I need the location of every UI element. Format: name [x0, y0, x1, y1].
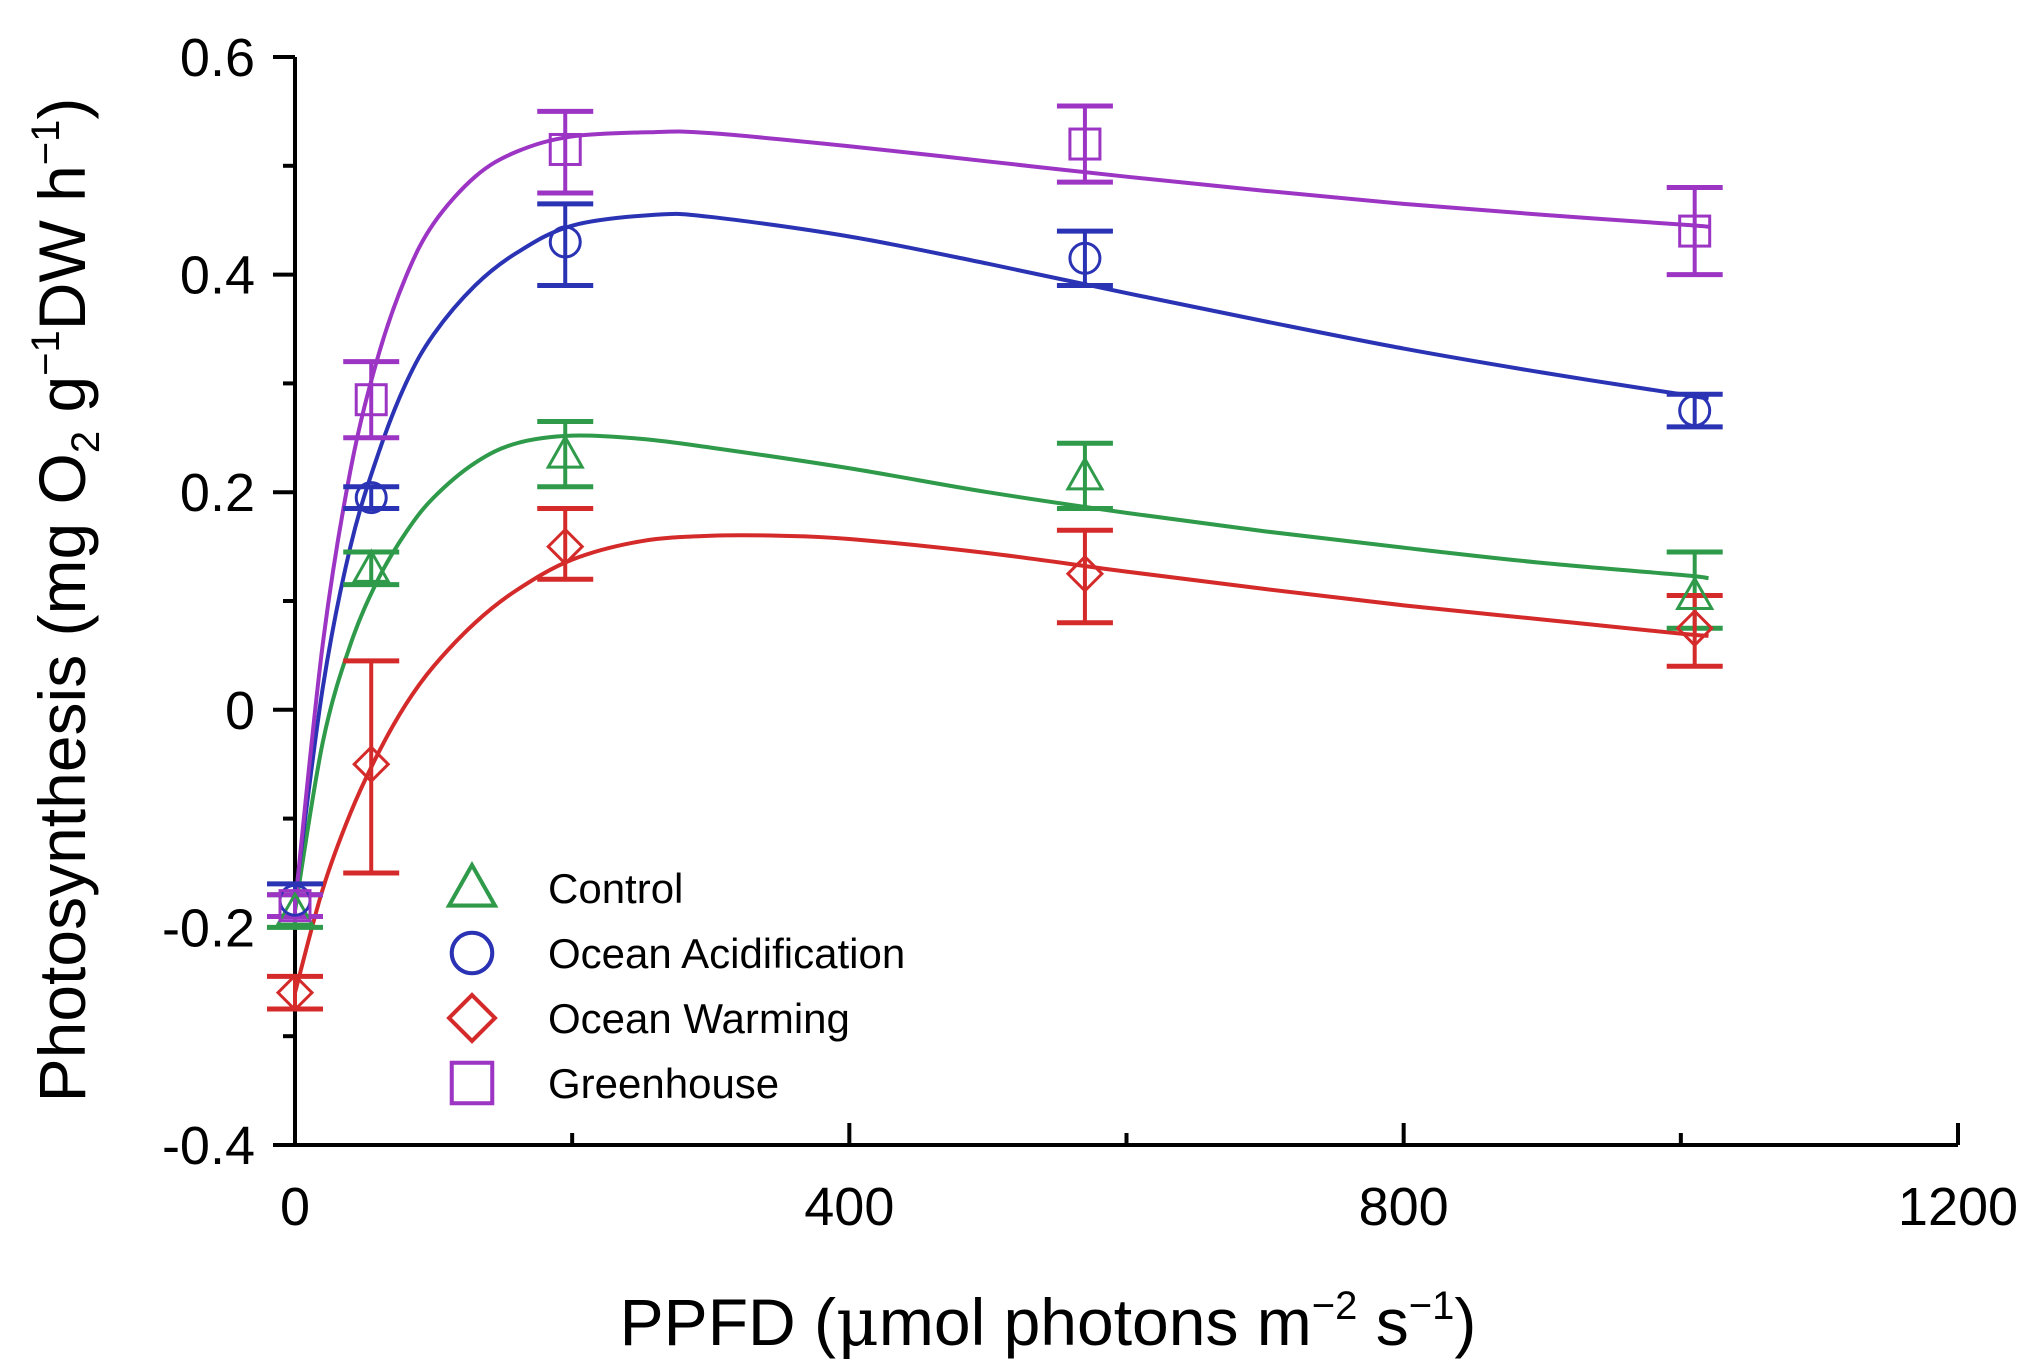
x-tick-label: 0 [280, 1177, 310, 1237]
legend-label-ocean-acidification: Ocean Acidification [548, 930, 905, 977]
point-greenhouse [548, 132, 582, 166]
legend-label-greenhouse: Greenhouse [548, 1060, 779, 1107]
y-axis-title: Photosynthesis (mg O2 g−1DW h−1) [24, 98, 108, 1103]
curve-control [293, 433, 1709, 912]
y-tick-label: -0.4 [162, 1116, 255, 1176]
point-ocean-acidification [1068, 241, 1102, 275]
y-tick-label: 0.6 [180, 28, 255, 88]
x-tick-label: 800 [1359, 1177, 1449, 1237]
point-ocean-acidification [1678, 394, 1712, 428]
legend-marker-ocean-acidification [449, 930, 495, 976]
data-markers [275, 127, 1715, 1012]
point-ocean-warming [275, 973, 315, 1012]
legend-label-control: Control [548, 865, 683, 912]
point-ocean-warming [1065, 554, 1105, 593]
point-control [275, 891, 315, 926]
point-control [1065, 455, 1105, 491]
point-control [1675, 575, 1715, 611]
legend: Control Ocean Acidification Ocean Warming G… [445, 860, 905, 1107]
point-ocean-warming [546, 527, 585, 566]
point-greenhouse [278, 889, 312, 923]
point-ocean-warming [1675, 609, 1714, 648]
fitted-curves [293, 129, 1709, 994]
y-tick-label: 0.2 [180, 463, 255, 523]
point-greenhouse [1678, 214, 1712, 248]
legend-marker-control [445, 860, 499, 908]
point-ocean-warming [352, 745, 391, 784]
point-control [351, 548, 391, 583]
curve-ocean-warming [293, 533, 1709, 994]
axes: 0 400 800 1200 -0.4 -0.2 0 0.2 0.4 0.6 [162, 28, 2018, 1237]
point-greenhouse [354, 383, 388, 417]
y-tick-label: 0.4 [180, 246, 255, 306]
legend-label-ocean-warming: Ocean Warming [548, 995, 850, 1042]
point-ocean-acidification [548, 225, 582, 259]
point-ocean-acidification [354, 481, 388, 515]
point-greenhouse [1068, 127, 1102, 161]
y-tick-label: -0.2 [162, 898, 255, 958]
x-tick-label: 400 [804, 1177, 894, 1237]
legend-marker-ocean-warming [446, 992, 498, 1044]
point-control [545, 434, 585, 469]
curve-ocean-acidification [293, 211, 1709, 901]
y-tick-label: 0 [225, 681, 255, 741]
curve-greenhouse [293, 129, 1709, 906]
x-tick-label: 1200 [1898, 1177, 2018, 1237]
legend-marker-greenhouse [449, 1060, 495, 1106]
x-axis-title: PPFD (μmol photons m−2 s−1) [620, 1284, 1477, 1361]
